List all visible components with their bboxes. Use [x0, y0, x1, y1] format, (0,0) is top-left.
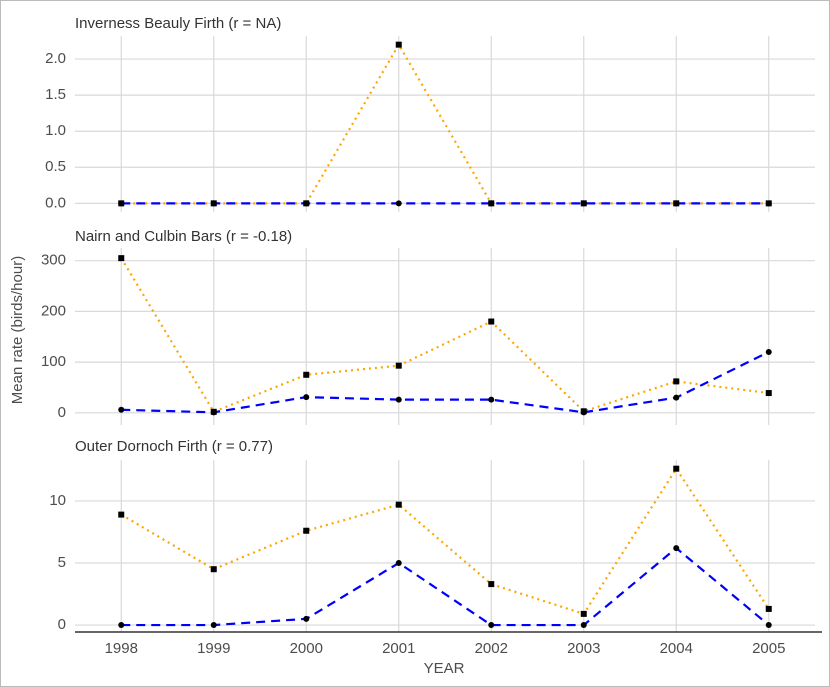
point-marker — [395, 41, 402, 48]
x-tick-label: 2003 — [567, 640, 600, 657]
point-marker — [118, 511, 125, 518]
y-tick-label: 0 — [58, 616, 66, 633]
point-marker — [118, 200, 125, 207]
point-marker — [395, 396, 402, 403]
point-marker — [765, 200, 772, 207]
point-marker — [303, 200, 310, 207]
panel-title: Nairn and Culbin Bars (r = -0.18) — [75, 228, 292, 245]
series-line — [121, 350, 770, 414]
panel-title: Inverness Beauly Firth (r = NA) — [75, 15, 281, 32]
point-marker — [765, 605, 772, 612]
x-tick-label: 2004 — [660, 640, 693, 657]
y-tick-label: 300 — [41, 252, 66, 269]
x-tick-label: 2002 — [475, 640, 508, 657]
y-tick-label: 100 — [41, 353, 66, 370]
y-tick-label: 1.0 — [45, 122, 66, 139]
y-tick-label: 200 — [41, 302, 66, 319]
x-tick-label: 2005 — [752, 640, 785, 657]
point-marker — [488, 622, 495, 629]
point-marker — [488, 318, 495, 325]
point-marker — [210, 622, 217, 629]
point-marker — [210, 566, 217, 573]
point-marker — [118, 622, 125, 629]
point-marker — [210, 409, 217, 416]
y-tick-label: 0 — [58, 404, 66, 421]
point-marker — [303, 394, 310, 401]
point-marker — [580, 622, 587, 629]
point-marker — [118, 406, 125, 413]
point-marker — [765, 348, 772, 355]
x-axis-label: YEAR — [424, 660, 465, 677]
panel-title: Outer Dornoch Firth (r = 0.77) — [75, 438, 273, 455]
point-marker — [580, 200, 587, 207]
point-marker — [395, 362, 402, 369]
point-marker — [488, 581, 495, 588]
point-marker — [118, 255, 125, 262]
point-marker — [580, 409, 587, 416]
series-line — [121, 546, 770, 627]
y-axis-label: Mean rate (birds/hour) — [9, 256, 26, 404]
point-marker — [488, 200, 495, 207]
y-tick-label: 2.0 — [45, 50, 66, 67]
point-marker — [673, 465, 680, 472]
x-tick-label: 2001 — [382, 640, 415, 657]
x-tick-label: 1999 — [197, 640, 230, 657]
y-tick-label: 1.5 — [45, 86, 66, 103]
series-line — [121, 42, 769, 205]
point-marker — [765, 622, 772, 629]
point-marker — [303, 615, 310, 622]
x-tick-label: 1998 — [105, 640, 138, 657]
y-tick-label: 0.5 — [45, 158, 66, 175]
point-marker — [673, 545, 680, 552]
point-marker — [673, 394, 680, 401]
x-tick-label: 2000 — [290, 640, 323, 657]
point-marker — [580, 610, 587, 617]
point-marker — [488, 396, 495, 403]
point-marker — [210, 200, 217, 207]
point-marker — [395, 200, 402, 207]
series-line — [120, 466, 770, 616]
y-tick-label: 5 — [58, 554, 66, 571]
point-marker — [673, 378, 680, 385]
point-marker — [673, 200, 680, 207]
y-tick-label: 0.0 — [45, 194, 66, 211]
y-tick-label: 10 — [49, 492, 66, 509]
point-marker — [395, 501, 402, 508]
point-marker — [303, 527, 310, 534]
series-line — [120, 257, 769, 414]
point-marker — [765, 390, 772, 397]
point-marker — [303, 371, 310, 378]
point-marker — [395, 560, 402, 567]
